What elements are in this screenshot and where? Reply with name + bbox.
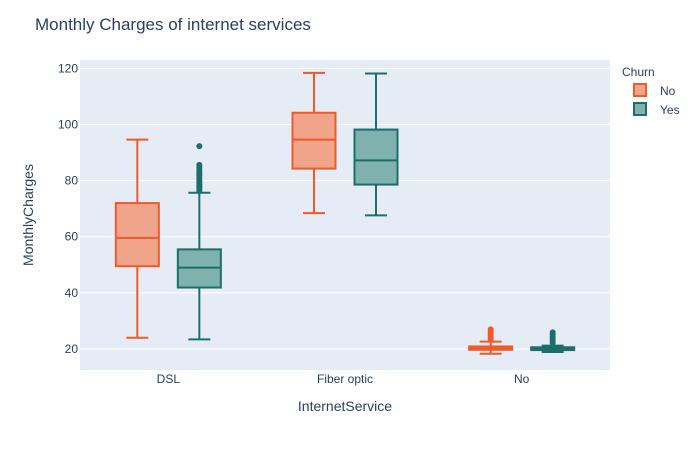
box-yes-no xyxy=(530,329,576,354)
legend-item-yes[interactable]: Yes xyxy=(633,102,680,117)
box-no-fiber-optic xyxy=(291,71,337,215)
outlier-point xyxy=(487,326,494,333)
outlier-point xyxy=(196,143,203,150)
gridlines xyxy=(80,67,610,350)
x-tick-label: Fiber optic xyxy=(317,372,373,386)
y-tick-label: 60 xyxy=(65,230,79,244)
box-no-dsl xyxy=(114,138,160,339)
box-yes-dsl xyxy=(176,143,222,341)
legend-label-yes: Yes xyxy=(660,103,680,117)
x-axis-title: InternetService xyxy=(298,398,392,414)
y-axis-title: MonthlyCharges xyxy=(20,164,36,266)
chart-title: Monthly Charges of internet services xyxy=(35,15,311,34)
x-tick-label: No xyxy=(514,372,530,386)
legend-title: Churn xyxy=(622,65,655,79)
legend-swatch-yes xyxy=(633,102,647,116)
y-tick-label: 80 xyxy=(65,174,79,188)
plot-area xyxy=(80,60,610,370)
box-series xyxy=(114,71,576,355)
outlier-point xyxy=(196,161,203,168)
box-iqr xyxy=(114,202,160,268)
outlier-point xyxy=(549,329,556,336)
legend-swatch-no xyxy=(633,83,647,97)
y-tick-label: 120 xyxy=(58,61,78,75)
y-tick-label: 20 xyxy=(65,342,79,356)
legend-label-no: No xyxy=(660,84,676,98)
box-iqr xyxy=(353,128,399,186)
axes: 20 40 60 80 100 120 DSL Fiber optic No xyxy=(58,61,530,386)
y-tick-label: 100 xyxy=(58,118,78,132)
box-yes-fiber-optic xyxy=(353,72,399,217)
legend: Churn No Yes xyxy=(622,65,680,117)
legend-item-no[interactable]: No xyxy=(633,83,676,98)
y-tick-label: 40 xyxy=(65,286,79,300)
x-tick-label: DSL xyxy=(157,372,181,386)
box-no-no xyxy=(468,326,514,355)
